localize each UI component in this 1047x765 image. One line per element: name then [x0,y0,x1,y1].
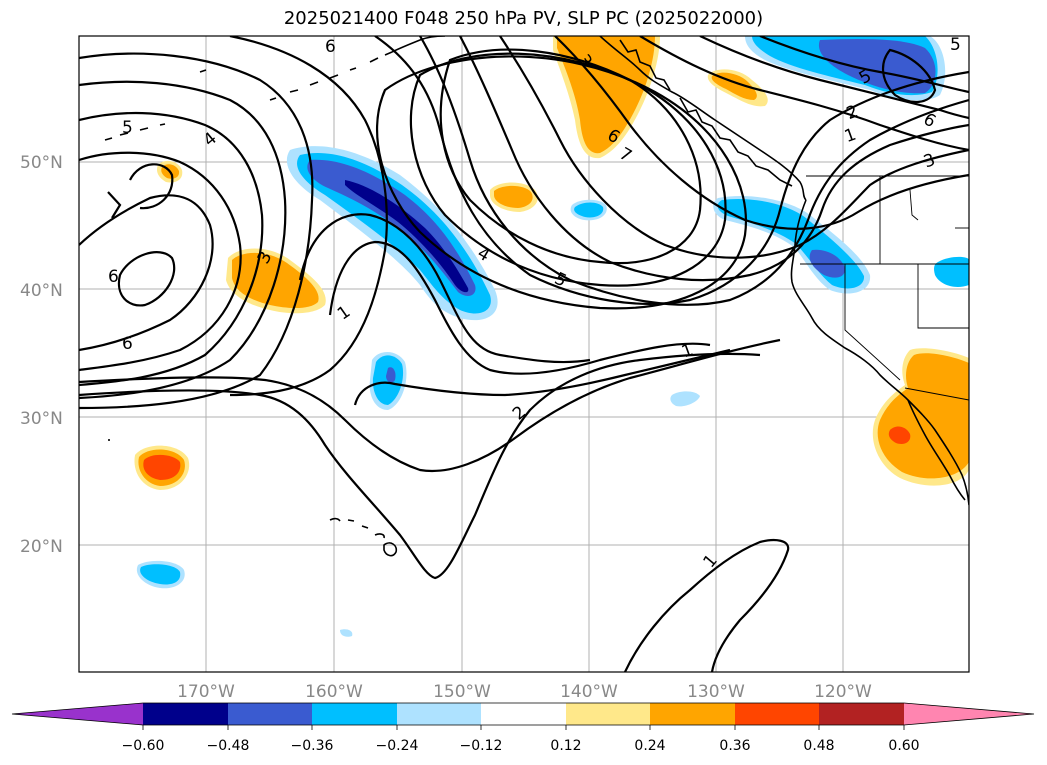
lon-label: 150°W [433,682,491,702]
lat-label: 40°N [20,281,63,301]
pv-negative-region [307,159,476,296]
lon-label: 170°W [177,682,235,702]
colorbar-segment [228,703,312,725]
pv-negative-region [574,202,604,218]
colorbar-segment [819,703,904,725]
colorbar-segment [735,703,819,725]
borders [800,175,969,401]
lat-axis: 50°N 40°N 30°N 20°N [20,153,63,557]
pv-negative-region [670,391,700,407]
pv-negative-region [386,367,396,383]
map-panel: 6 5 4 6 6 3 1 4 5 3 6 7 1 2 1 5 2 1 6 3 [78,35,970,673]
contour-label: 5 [950,35,961,55]
colorbar-segment [650,703,735,725]
pv-negative-region [818,38,936,94]
pv-positive-region [888,426,911,444]
colorbar-tick-label: −0.36 [291,738,334,754]
pv-positive-region [143,454,181,480]
lon-axis: 170°W 160°W 150°W 140°W 130°W 120°W [177,682,872,702]
colorbar-tick-label: 0.36 [719,738,750,754]
pv-positive-region [494,185,533,208]
colorbar-segment [566,703,650,725]
coastlines [104,36,969,557]
pv-negative-region [340,629,353,637]
contour-label: 5 [122,118,133,138]
colorbar-tick-label: −0.12 [460,738,503,754]
colorbar-tick-label: 0.48 [803,738,834,754]
colorbar: −0.60 −0.48 −0.36 −0.24 −0.12 0.12 0.24 … [11,702,1035,754]
colorbar-tick-label: −0.60 [122,738,165,754]
lon-label: 160°W [305,682,363,702]
lat-label: 50°N [20,153,63,173]
pv-negative-region [140,564,181,585]
colorbar-tick-label: −0.48 [207,738,250,754]
contour-label: 6 [122,334,133,354]
slp-contours [79,36,969,672]
colorbar-tick-label: 0.24 [634,738,665,754]
lon-label: 130°W [687,682,745,702]
colorbar-segment [312,703,397,725]
lat-label: 20°N [20,537,63,557]
lon-label: 140°W [560,682,618,702]
contour-label: 6 [108,267,119,287]
colorbar-tick-label: −0.24 [376,738,419,754]
colorbar-segment [143,703,228,725]
lon-label: 120°W [814,682,872,702]
map-title: 2025021400 F048 250 hPa PV, SLP PC (2025… [283,8,764,29]
colorbar-segment [481,703,566,725]
colorbar-tick-label: 0.60 [888,738,919,754]
lat-label: 30°N [20,409,63,429]
pv-negative-region [345,180,469,293]
colorbar-extend-high [904,703,1034,725]
colorbar-extend-low [12,703,143,725]
map-frame [78,35,970,673]
colorbar-segment [397,703,481,725]
pv-positive-region [711,72,757,100]
contour-label: 6 [325,37,336,57]
colorbar-tick-label: 0.12 [550,738,581,754]
